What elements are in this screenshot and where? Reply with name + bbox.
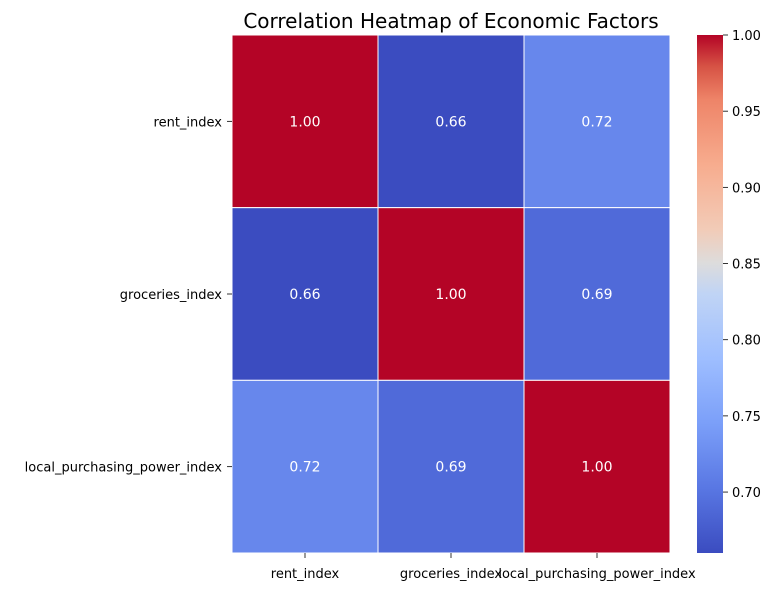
colorbar-tick-label: 1.00 [732,29,761,44]
y-axis-tick-labels: rent_index groceries_index local_purchasin… [25,115,232,476]
colorbar-tick-label: 0.70 [732,486,761,501]
colorbar: 0.70 0.75 0.80 0.85 0.90 0.95 1.00 [697,29,761,553]
cell-value-label: 0.72 [581,114,612,130]
colorbar-tick-label: 0.95 [732,105,761,120]
x-tick-label: local_purchasing_power_index [498,567,696,582]
x-axis-tick-labels: rent_index groceries_indexlocal_purchasin… [271,553,696,582]
colorbar-ticks: 0.70 0.75 0.80 0.85 0.90 0.95 1.00 [723,29,761,501]
cell-value-label: 0.66 [435,114,466,130]
cell-value-label: 0.69 [581,287,612,303]
x-tick-label: rent_index [271,567,340,582]
colorbar-tick-label: 0.85 [732,258,761,273]
x-tick-label: groceries_index [400,567,503,582]
colorbar-tick-label: 0.75 [732,410,761,425]
heatmap-cell [377,34,525,209]
heatmap-cell [523,34,671,209]
heatmap-cell [377,379,525,554]
colorbar-gradient [697,35,723,553]
heatmap-cell [231,379,379,554]
cell-value-label: 0.72 [289,460,320,476]
colorbar-tick-label: 0.80 [732,334,761,349]
y-tick-label: local_purchasing_power_index [25,461,223,476]
chart-title: Correlation Heatmap of Economic Factors [243,9,658,33]
cell-value-label: 1.00 [581,460,612,476]
heatmap-cell [377,207,525,381]
cell-value-label: 0.66 [289,287,320,303]
colorbar-tick-label: 0.90 [732,181,761,196]
cell-value-label: 1.00 [289,114,320,130]
heatmap-cell [231,207,379,381]
y-tick-label: groceries_index [120,288,223,303]
heatmap-cell [523,207,671,381]
heatmap-cells [231,34,671,554]
heatmap-cell [231,34,379,209]
cell-value-label: 0.69 [435,460,466,476]
y-tick-label: rent_index [154,115,223,130]
cell-value-label: 1.00 [435,287,466,303]
cell-labels: 1.00 0.66 0.72 0.66 1.00 0.69 0.72 0.69 1.00 [289,114,612,475]
